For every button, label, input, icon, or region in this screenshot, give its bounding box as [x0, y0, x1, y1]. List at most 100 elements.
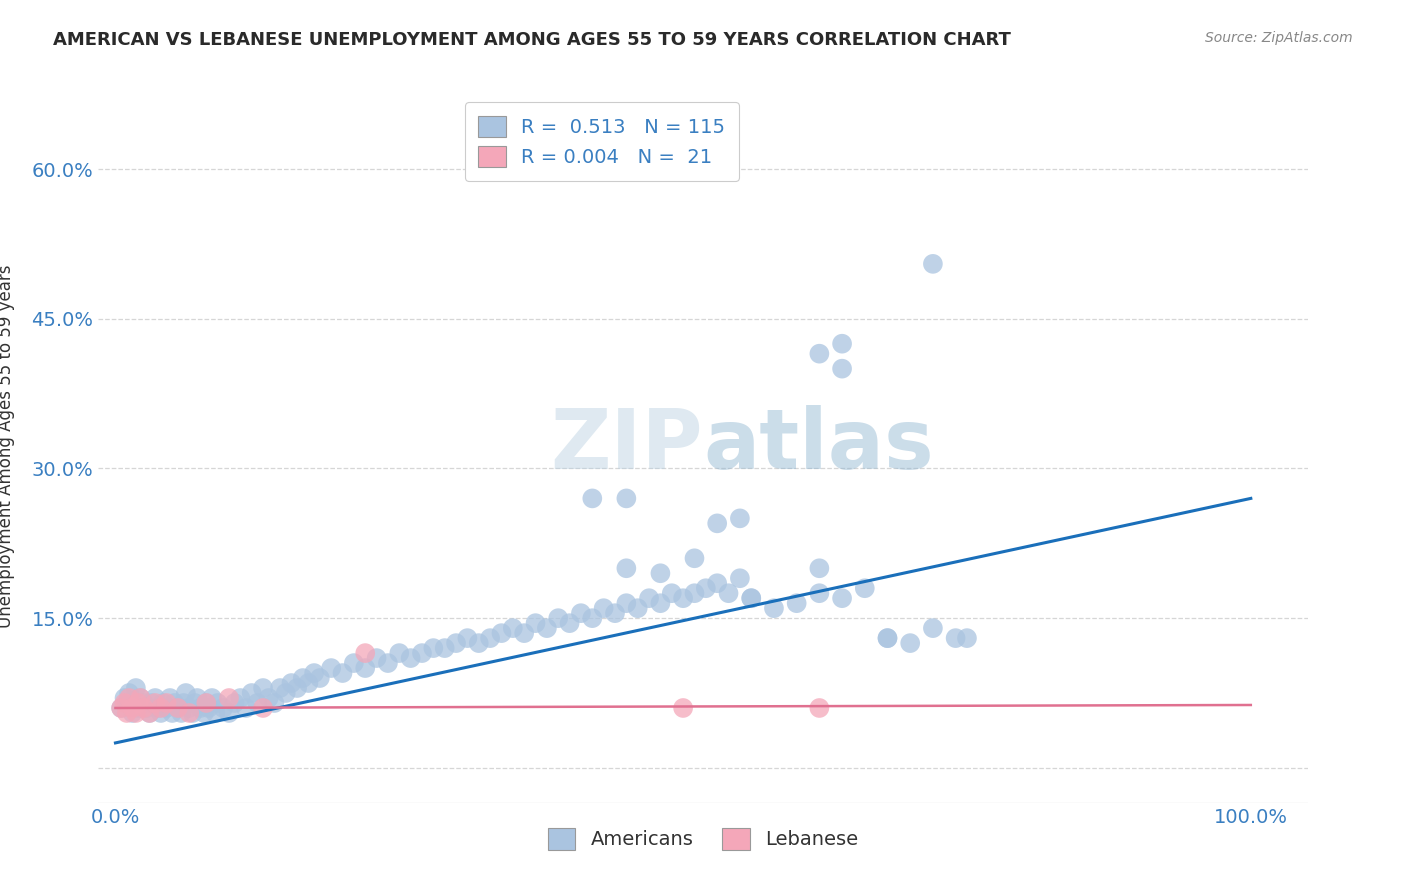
Point [186, 691, 208, 706]
Point [127, 701, 149, 715]
Point [181, 706, 204, 720]
Point [207, 696, 229, 710]
Point [422, 641, 444, 656]
Point [411, 646, 433, 660]
Point [706, 576, 728, 591]
Point [125, 706, 148, 720]
Point [592, 601, 614, 615]
Point [661, 586, 683, 600]
Point [683, 551, 706, 566]
Point [388, 646, 411, 660]
Point [717, 586, 740, 600]
Point [195, 696, 218, 710]
Point [173, 696, 195, 710]
Point [204, 706, 226, 720]
Point [638, 591, 661, 606]
Point [354, 646, 377, 660]
Point [252, 681, 274, 695]
Point [115, 696, 138, 710]
Point [127, 696, 149, 710]
Point [163, 696, 186, 710]
Point [263, 696, 285, 710]
Point [740, 591, 762, 606]
Point [280, 676, 302, 690]
Point [184, 696, 207, 710]
Point [354, 661, 377, 675]
Point [876, 631, 898, 645]
Point [581, 611, 603, 625]
Point [695, 581, 717, 595]
Point [808, 561, 831, 575]
Point [786, 596, 808, 610]
Point [332, 666, 354, 681]
Point [149, 701, 172, 715]
Point [433, 641, 456, 656]
Point [159, 691, 181, 706]
Point [224, 696, 246, 710]
Point [179, 706, 201, 720]
Point [627, 601, 650, 615]
Point [118, 691, 141, 706]
Point [129, 691, 152, 706]
Point [197, 701, 219, 715]
Point [728, 571, 751, 585]
Text: Source: ZipAtlas.com: Source: ZipAtlas.com [1205, 31, 1353, 45]
Point [614, 596, 637, 610]
Point [444, 636, 467, 650]
Point [201, 691, 224, 706]
Point [614, 491, 637, 506]
Point [547, 611, 569, 625]
Point [170, 706, 193, 720]
Point [138, 706, 160, 720]
Point [853, 581, 876, 595]
Point [569, 606, 592, 620]
Point [491, 626, 513, 640]
Point [160, 706, 183, 720]
Point [143, 696, 166, 710]
Point [114, 691, 136, 706]
Point [121, 701, 143, 715]
Point [502, 621, 524, 635]
Point [190, 701, 212, 715]
Point [143, 691, 166, 706]
Point [377, 656, 399, 670]
Point [246, 696, 269, 710]
Point [366, 651, 388, 665]
Point [149, 706, 172, 720]
Point [138, 706, 160, 720]
Point [212, 701, 235, 715]
Point [762, 601, 785, 615]
Point [229, 691, 252, 706]
Point [195, 696, 218, 710]
Point [155, 696, 177, 710]
Point [115, 706, 138, 720]
Point [269, 681, 291, 695]
Point [235, 701, 257, 715]
Point [110, 701, 132, 715]
Y-axis label: Unemployment Among Ages 55 to 59 years: Unemployment Among Ages 55 to 59 years [0, 264, 15, 628]
Point [136, 701, 159, 715]
Point [536, 621, 558, 635]
Point [831, 336, 853, 351]
Point [285, 681, 308, 695]
Point [808, 347, 831, 361]
Point [740, 591, 762, 606]
Point [308, 671, 330, 685]
Point [167, 701, 190, 715]
Point [876, 631, 898, 645]
Point [321, 661, 343, 675]
Legend: Americans, Lebanese: Americans, Lebanese [540, 821, 866, 857]
Point [155, 701, 177, 715]
Point [132, 696, 155, 710]
Point [218, 706, 240, 720]
Text: AMERICAN VS LEBANESE UNEMPLOYMENT AMONG AGES 55 TO 59 YEARS CORRELATION CHART: AMERICAN VS LEBANESE UNEMPLOYMENT AMONG … [53, 31, 1011, 49]
Point [479, 631, 502, 645]
Point [125, 681, 148, 695]
Point [132, 701, 155, 715]
Point [218, 691, 240, 706]
Point [399, 651, 422, 665]
Point [808, 701, 831, 715]
Point [343, 656, 366, 670]
Point [118, 686, 141, 700]
Point [174, 686, 197, 700]
